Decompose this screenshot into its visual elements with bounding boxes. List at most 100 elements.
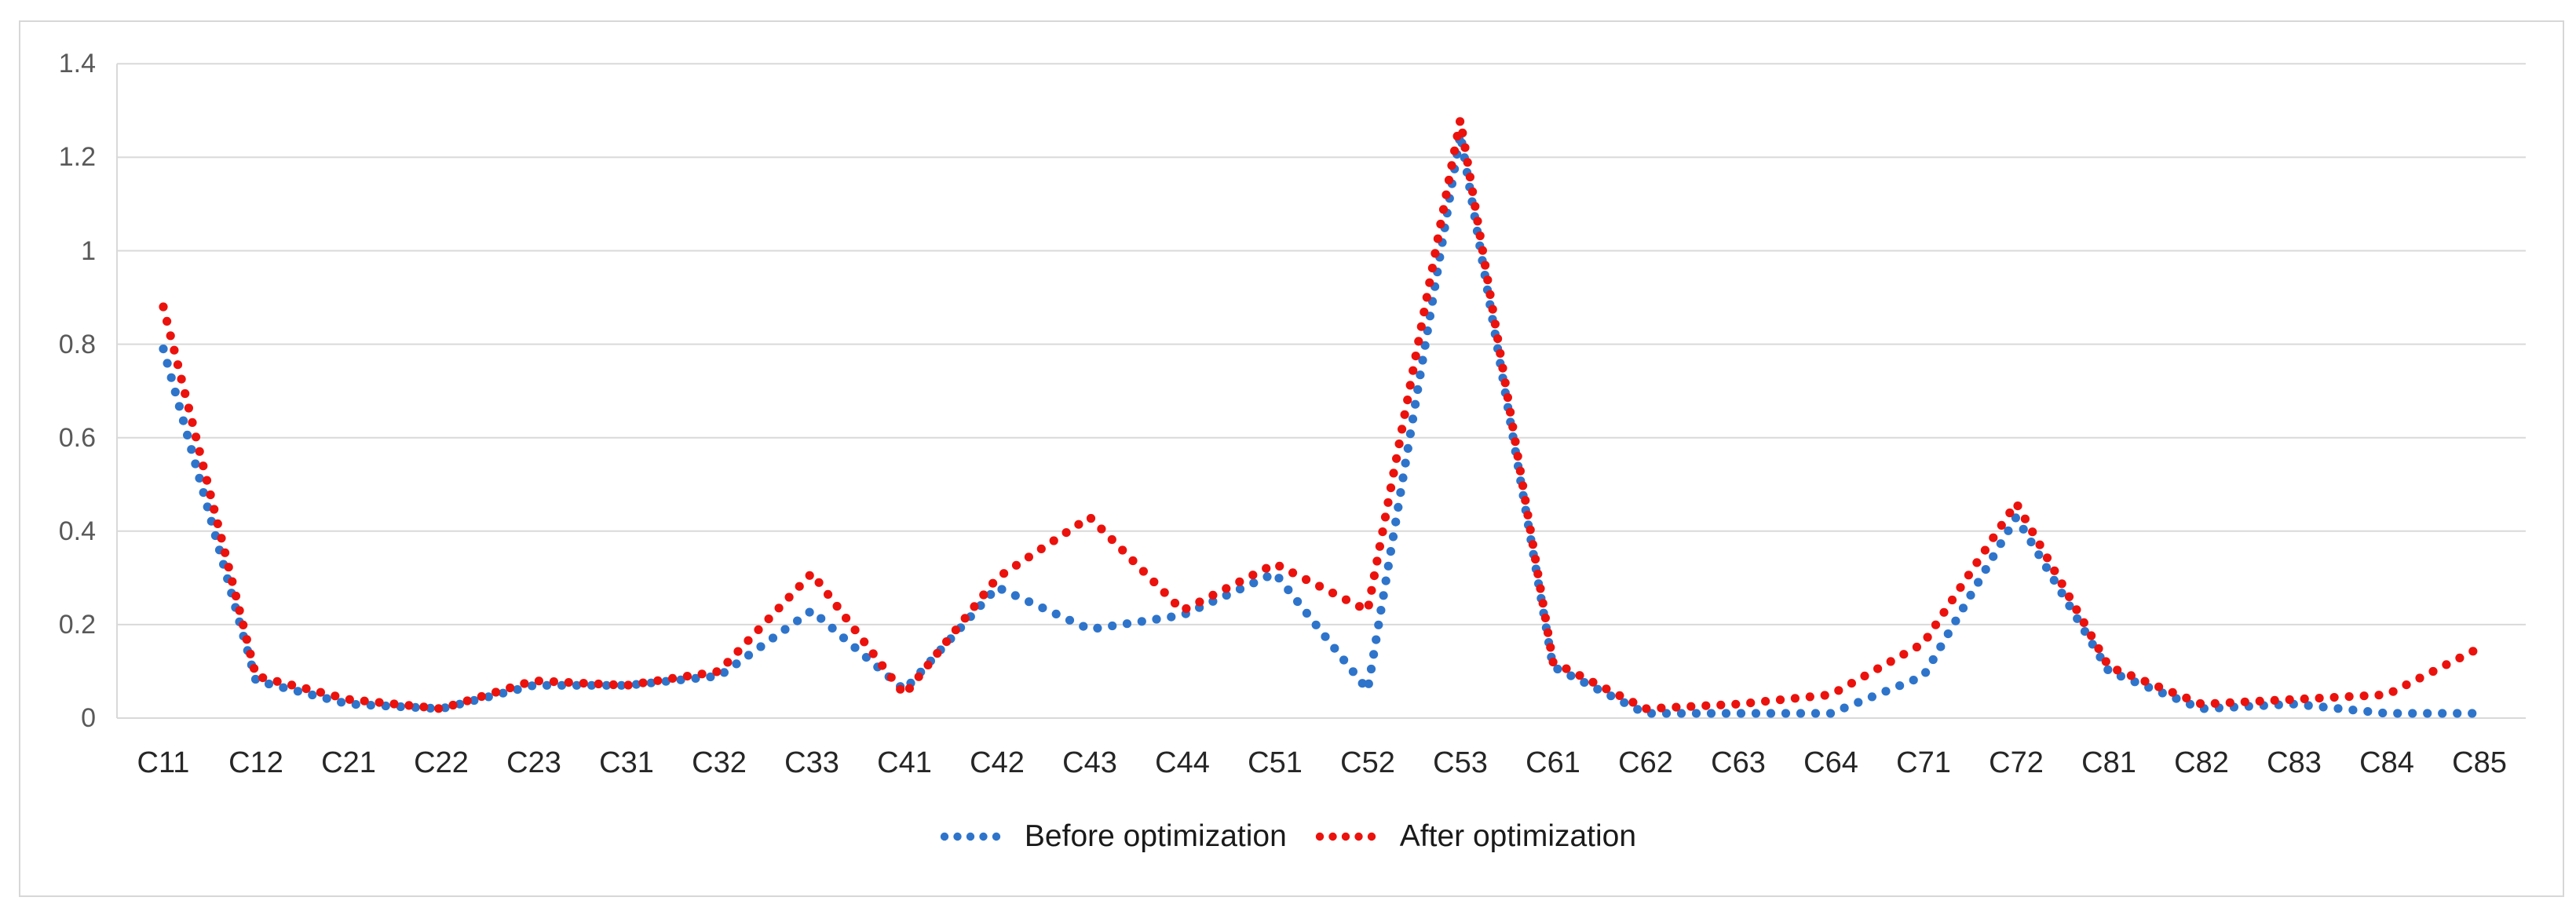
data-point-dot (258, 673, 268, 683)
data-point-dot (1602, 684, 1611, 694)
data-point-dot (1615, 691, 1624, 701)
data-point-dot (272, 676, 282, 686)
data-point-dot (594, 679, 603, 689)
x-category-label: C42 (970, 746, 1025, 779)
data-point-dot (159, 345, 168, 354)
data-point-dot (213, 519, 222, 529)
data-point-dot (195, 473, 204, 483)
x-category-label: C11 (137, 746, 190, 779)
data-point-dot (2028, 527, 2037, 537)
data-point-dot (1400, 410, 1409, 419)
data-point-dot (170, 345, 179, 355)
data-point-dot (1409, 366, 1418, 375)
data-point-dot (572, 680, 582, 690)
data-point-dot (744, 651, 754, 660)
x-category-label: C83 (2267, 746, 2322, 779)
data-point-dot (192, 432, 201, 442)
data-point-dot (904, 684, 914, 693)
data-point-dot (2240, 697, 2249, 706)
data-point-dot (774, 604, 784, 613)
data-point-dot (203, 502, 212, 512)
data-point-dot (557, 680, 567, 690)
data-point-dot (1805, 692, 1814, 702)
data-point-dot (210, 505, 219, 514)
data-point-dot (1065, 615, 1075, 625)
data-point-dot (1433, 234, 1442, 243)
data-point-dot (2103, 665, 2113, 675)
data-point-dot (923, 660, 933, 670)
data-point-dot (1528, 540, 1537, 549)
data-point-dot (1540, 613, 1550, 623)
data-point-dot (805, 571, 814, 580)
data-point-dot (1416, 370, 1425, 380)
data-point-dot (712, 667, 722, 676)
data-point-dot (1899, 650, 1909, 659)
data-point-dot (293, 687, 302, 696)
data-point-dot (1909, 676, 1918, 685)
data-point-dot (1923, 633, 1932, 642)
data-point-dot (2255, 696, 2264, 706)
data-point-dot (1860, 671, 1869, 681)
data-point-dot (1531, 554, 1540, 564)
data-point-dot (2225, 698, 2234, 707)
data-point-dot (744, 636, 753, 645)
y-tick-label: 0.4 (58, 516, 96, 546)
data-point-dot (1500, 378, 1510, 388)
data-point-dot (682, 672, 692, 681)
data-point-dot (2329, 693, 2339, 702)
data-point-dot (878, 661, 887, 670)
data-point-dot (1958, 604, 1968, 613)
data-point-dot (1405, 429, 1415, 439)
data-point-dot (159, 302, 168, 312)
data-point-dot (2041, 563, 2052, 572)
data-point-dot (1521, 496, 1530, 505)
data-point-dot (2468, 647, 2478, 656)
data-point-dot (1475, 231, 1485, 241)
data-point-dot (1330, 644, 1339, 653)
data-point-dot (1369, 571, 1379, 581)
data-point-dot (1628, 698, 1638, 707)
data-point-dot (448, 700, 458, 710)
data-point-dot (1939, 607, 1949, 617)
data-point-dot (1881, 687, 1891, 696)
data-point-dot (942, 637, 952, 647)
data-point-dot (817, 614, 826, 623)
data-point-dot (1657, 703, 1666, 713)
data-point-dot (426, 703, 435, 713)
data-point-dot (1895, 681, 1905, 691)
data-point-dot (1152, 614, 1161, 624)
data-point-dot (174, 402, 184, 411)
data-point-dot (1107, 534, 1116, 545)
data-point-dot (331, 691, 340, 701)
data-point-dot (579, 679, 588, 688)
data-point-dot (2065, 601, 2074, 611)
x-category-label: C33 (784, 746, 839, 779)
data-point-dot (1980, 545, 1990, 555)
data-point-dot (1460, 143, 1470, 152)
data-point-dot (1372, 556, 1382, 566)
data-point-dot (440, 703, 450, 713)
data-point-dot (1431, 249, 1440, 258)
data-point-dot (1386, 483, 1396, 493)
data-point-dot (1411, 352, 1420, 361)
y-tick-label: 0.8 (58, 329, 96, 359)
data-point-dot (754, 625, 763, 635)
data-point-dot (1840, 703, 1849, 713)
data-point-dot (1208, 590, 1218, 600)
x-category-label: C62 (1618, 746, 1673, 779)
data-point-dot (1293, 596, 1303, 607)
data-point-dot (1288, 568, 1298, 578)
data-point-dot (166, 331, 175, 341)
data-point-dot (1761, 697, 1770, 706)
data-point-dot (1398, 425, 1407, 434)
y-tick-label: 0.2 (58, 609, 96, 640)
data-point-dot (1538, 599, 1547, 608)
data-point-dot (1867, 692, 1876, 702)
data-point-dot (653, 676, 663, 685)
data-point-dot (2094, 644, 2103, 654)
data-point-dot (2011, 513, 2020, 523)
x-category-label: C23 (506, 746, 561, 779)
data-point-dot (850, 643, 860, 652)
data-point-dot (1790, 694, 1800, 703)
